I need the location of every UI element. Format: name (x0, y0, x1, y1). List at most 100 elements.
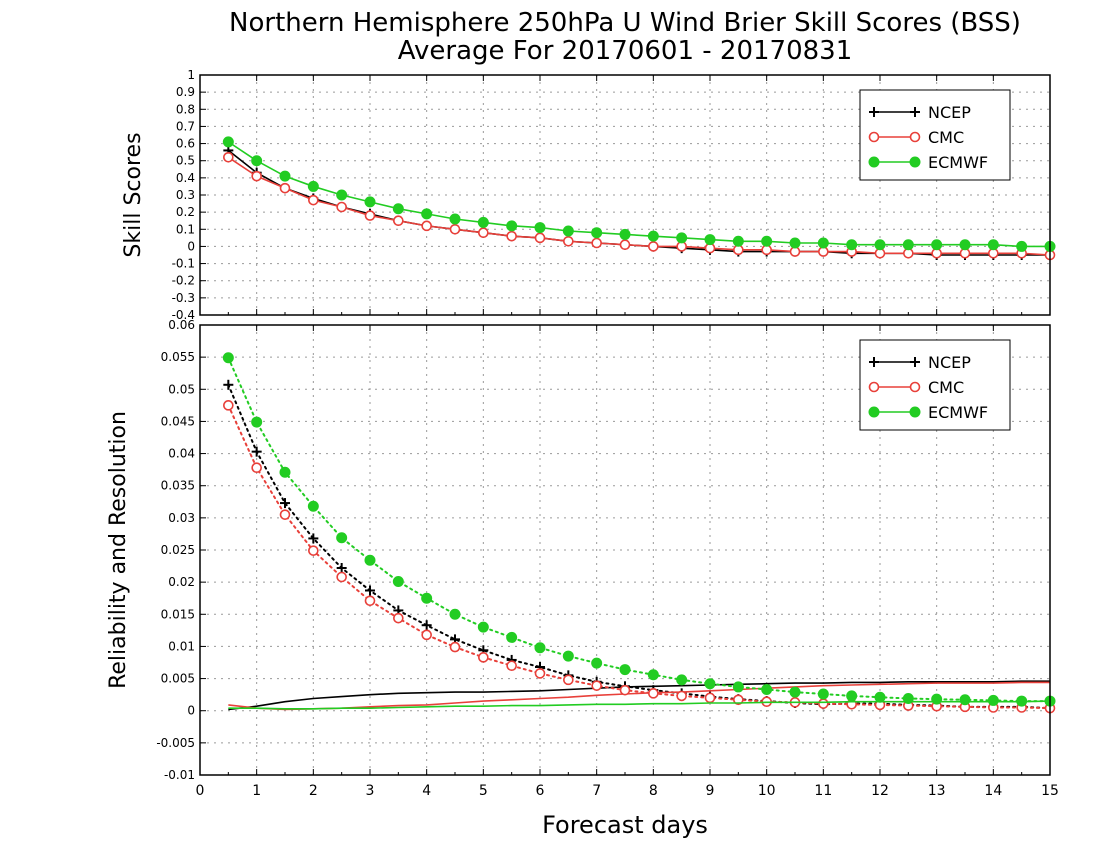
y-tick-label: 0.7 (176, 119, 195, 133)
series-ecmwf-point (732, 235, 744, 247)
legend-label: CMC (928, 128, 964, 147)
x-tick-label: 1 (252, 783, 261, 799)
legend-box (859, 89, 1011, 181)
series-ecmwf-point (987, 239, 999, 251)
legend-marker (869, 357, 879, 367)
series-cmc-resolution-point (534, 668, 546, 679)
legend-marker (909, 406, 921, 418)
series-ecmwf-resolution-point (392, 576, 404, 587)
series-ncep-resolution-point (421, 620, 432, 631)
series-ecmwf-point (222, 136, 234, 148)
series-cmc-point (336, 201, 347, 213)
series-ecmwf-resolution-point (364, 554, 376, 566)
series-ecmwf-resolution-point (1016, 695, 1028, 707)
legend-marker (910, 107, 920, 117)
y-tick-label: 0.055 (161, 350, 195, 364)
series-ecmwf-point (477, 216, 489, 228)
series-ncep-reliability (228, 680, 1050, 711)
x-tick-label: 11 (814, 783, 832, 799)
series-cmc-resolution-point (591, 680, 602, 691)
y-tick-label: 0.3 (176, 188, 195, 202)
legend-label: NCEP (928, 353, 971, 372)
chart-panels: -0.4 -0.3 -0.2 -0.1 0 0.1 0.2 0.3 0.4 0.5 0.6 0.7 0.… (106, 68, 1059, 799)
series-ecmwf-point (1016, 240, 1028, 252)
series-ecmwf-point (251, 155, 263, 167)
series-cmc-point (364, 210, 376, 221)
legend-marker (909, 156, 921, 168)
series-ncep-resolution-point (336, 563, 347, 573)
series-ecmwf-resolution-point (676, 674, 688, 686)
series-ecmwf-resolution-point (251, 416, 263, 428)
series-ecmwf-resolution-point (874, 691, 886, 703)
series-ecmwf-resolution-point (477, 621, 489, 633)
legend-marker (868, 131, 880, 143)
series-ecmwf-point (704, 234, 716, 246)
legend-item-ecmwf: ECMWF (868, 153, 988, 172)
y-tick-label: -0.2 (172, 274, 195, 288)
series-cmc-resolution-point (619, 684, 631, 696)
series-ncep-resolution-point (223, 379, 234, 390)
series-ecmwf-resolution-point (732, 681, 744, 693)
legend-label: CMC (928, 378, 964, 397)
series-ncep-resolution-point (280, 498, 290, 509)
series-ecmwf-point (421, 208, 433, 220)
series-ecmwf-point (676, 232, 688, 244)
series-cmc-point (449, 223, 461, 235)
series-group (222, 136, 1056, 261)
series-cmc-resolution-point (733, 694, 744, 706)
panel-skill-scores: -0.4 -0.3 -0.2 -0.1 0 0.1 0.2 0.3 0.4 0.5 0.6 0.7 0.… (121, 68, 1056, 322)
series-cmc-resolution-point (421, 629, 432, 641)
y-tick-label: 0 (187, 239, 195, 253)
x-tick-label: 14 (984, 783, 1002, 799)
x-axis: 0 1 2 3 4 5 6 7 8 9 10 11 12 13 14 15 (196, 325, 1059, 799)
series-cmc-point (421, 220, 432, 232)
legend-marker (869, 107, 879, 117)
x-tick-label: 7 (592, 783, 601, 799)
series-ecmwf-resolution-point (817, 688, 829, 700)
series-ecmwf-reliability-line (228, 700, 1051, 710)
series-ecmwf-resolution-point (987, 694, 999, 706)
series-cmc-resolution-point (308, 545, 319, 556)
series-cmc-resolution (223, 400, 1056, 714)
series-ecmwf-resolution-point (704, 678, 716, 690)
y-tick-label: 0.01 (168, 639, 195, 653)
y-tick-label: -0.005 (156, 736, 195, 750)
x-tick-label: 10 (758, 783, 776, 799)
series-ecmwf-point (449, 213, 461, 225)
y-tick-label: 0.8 (176, 102, 195, 116)
series-ecmwf-point (902, 239, 914, 251)
panel-reliability-resolution: -0.01 -0.005 0 0.005 0.01 0.015 0.02 0.025 0.03 0… (106, 318, 1059, 799)
plot-frame (199, 324, 1051, 776)
series-cmc-resolution-line (227, 404, 1051, 710)
series-ecmwf-resolution-point (449, 608, 461, 620)
series-ecmwf-point (307, 180, 319, 192)
series-ecmwf-point (931, 239, 943, 251)
series-ncep-resolution-point (365, 585, 375, 596)
x-axis-label: Forecast days (542, 811, 708, 839)
series-ecmwf-resolution-point (846, 690, 858, 702)
legend-item-ncep: NCEP (869, 353, 971, 372)
series-ncep-resolution-point (251, 446, 262, 457)
legend-item-cmc: CMC (868, 128, 964, 147)
series-ecmwf-resolution-line (227, 356, 1051, 703)
series-ecmwf-resolution-point (562, 650, 574, 662)
series-ecmwf-resolution-point (506, 631, 518, 643)
series-cmc-point (308, 194, 319, 206)
series-cmc-reliability-line (228, 681, 1050, 711)
series-ecmwf-point (761, 235, 773, 247)
series-ecmwf-point (959, 239, 971, 251)
series-cmc-resolution-point (393, 612, 404, 624)
x-tick-label: 12 (871, 783, 889, 799)
series-ecmwf (222, 136, 1056, 252)
series-cmc-point (591, 237, 602, 249)
x-tick-label: 13 (928, 783, 946, 799)
legend-item-ecmwf: ECMWF (868, 403, 988, 422)
series-cmc-resolution-point (364, 595, 376, 607)
x-tick-label: 9 (706, 783, 715, 799)
plot-frame (199, 74, 1051, 316)
series-cmc-resolution-point (563, 674, 574, 686)
legend-box (859, 339, 1011, 431)
series-cmc-resolution-point (478, 652, 489, 663)
